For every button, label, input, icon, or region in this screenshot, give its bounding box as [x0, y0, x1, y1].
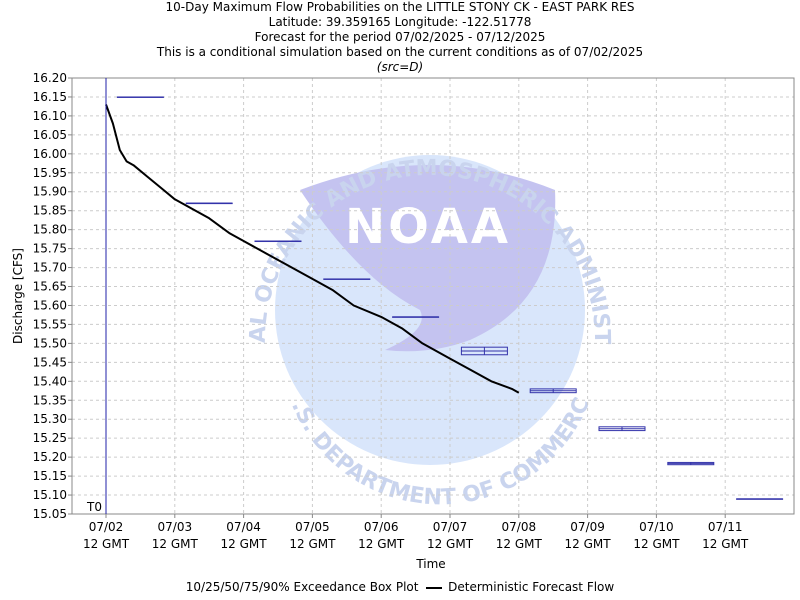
- y-tick-label: 15.55: [33, 317, 67, 331]
- legend-line-swatch: [426, 586, 443, 589]
- y-tick-label: 15.70: [33, 261, 67, 275]
- y-tick-label: 15.65: [33, 280, 67, 294]
- y-tick-label: 16.20: [33, 71, 67, 85]
- y-tick-label: 15.10: [33, 488, 67, 502]
- t0-marker: T0: [86, 78, 107, 514]
- exceedance-box: [460, 346, 508, 356]
- x-axis-title: Time: [415, 557, 445, 571]
- y-tick-label: 16.00: [33, 147, 67, 161]
- x-tick-date: 07/04: [226, 520, 261, 534]
- chart-forecast-period: Forecast for the period 07/02/2025 - 07/…: [254, 30, 546, 44]
- y-tick-label: 15.90: [33, 185, 67, 199]
- x-tick-date: 07/09: [570, 520, 605, 534]
- exceedance-box: [392, 316, 440, 318]
- y-tick-label: 15.35: [33, 393, 67, 407]
- exceedance-box: [598, 426, 646, 432]
- x-tick-time: 12 GMT: [427, 537, 474, 551]
- exceedance-box: [116, 96, 164, 98]
- x-tick-date: 07/02: [89, 520, 124, 534]
- chart-location: Latitude: 39.359165 Longitude: -122.5177…: [268, 15, 532, 29]
- x-tick-time: 12 GMT: [83, 537, 130, 551]
- exceedance-box: [736, 498, 784, 500]
- exceedance-box: [185, 202, 233, 205]
- y-axis-ticks: 15.05 15.10 15.15 15.20 15.25 15.30 15.35 15.40…: [33, 71, 67, 521]
- y-tick-label: 15.25: [33, 431, 67, 445]
- chart-legend: 10/25/50/75/90% Exceedance Box Plot Dete…: [0, 580, 800, 595]
- exceedance-boxes: [116, 96, 784, 500]
- chart-axes: [68, 77, 795, 518]
- y-tick-label: 15.95: [33, 166, 67, 180]
- exceedance-box: [667, 461, 715, 466]
- y-tick-label: 15.80: [33, 223, 67, 237]
- y-tick-label: 16.15: [33, 90, 67, 104]
- watermark-bird: [300, 165, 556, 352]
- chart-conditions-note: This is a conditional simulation based o…: [156, 45, 644, 59]
- y-tick-label: 15.60: [33, 298, 67, 312]
- y-tick-label: 15.15: [33, 469, 67, 483]
- x-tick-date: 07/06: [364, 520, 399, 534]
- x-tick-date: 07/11: [708, 520, 743, 534]
- deterministic-forecast-line: [105, 104, 520, 394]
- y-tick-label: 15.75: [33, 242, 67, 256]
- chart-title: 10-Day Maximum Flow Probabilities on the…: [165, 0, 635, 14]
- y-tick-label: 15.30: [33, 412, 67, 426]
- watermark-logo-text: NOAA: [345, 199, 511, 255]
- exceedance-box: [529, 388, 577, 394]
- y-tick-label: 15.85: [33, 204, 67, 218]
- noaa-watermark: NOAA NATIONAL OCEANIC AND ATMOSPHERIC AD…: [0, 0, 614, 511]
- t0-label: T0: [86, 500, 102, 514]
- chart-source: (src=D): [376, 60, 424, 74]
- y-tick-label: 15.45: [33, 355, 67, 369]
- x-tick-time: 12 GMT: [289, 537, 336, 551]
- y-tick-label: 15.20: [33, 450, 67, 464]
- exceedance-box: [254, 240, 302, 243]
- y-tick-label: 15.05: [33, 507, 67, 521]
- y-tick-label: 15.50: [33, 336, 67, 350]
- legend-box-plot-label: 10/25/50/75/90% Exceedance Box Plot: [185, 580, 419, 594]
- x-tick-date: 07/07: [433, 520, 468, 534]
- deterministic-series: [105, 104, 520, 394]
- x-tick-time: 12 GMT: [633, 537, 680, 551]
- x-axis-ticks: 07/02 12 GMT 07/03 12 GMT 07/04 12 GMT 07/05 12…: [83, 520, 749, 551]
- y-tick-label: 16.05: [33, 128, 67, 142]
- chart-title-block: 10-Day Maximum Flow Probabilities on the…: [0, 0, 800, 75]
- x-tick-time: 12 GMT: [565, 537, 612, 551]
- x-tick-date: 07/03: [158, 520, 193, 534]
- y-tick-label: 16.10: [33, 109, 67, 123]
- x-tick-date: 07/10: [639, 520, 674, 534]
- y-axis-title: Discharge [CFS]: [11, 248, 25, 344]
- x-tick-time: 12 GMT: [221, 537, 268, 551]
- x-tick-time: 12 GMT: [496, 537, 543, 551]
- exceedance-box: [323, 278, 371, 280]
- x-tick-time: 12 GMT: [702, 537, 749, 551]
- legend-line-label: Deterministic Forecast Flow: [448, 580, 615, 594]
- x-tick-date: 07/08: [502, 520, 537, 534]
- x-tick-time: 12 GMT: [152, 537, 199, 551]
- plot-frame: [71, 77, 795, 515]
- y-tick-label: 15.40: [33, 374, 67, 388]
- x-tick-date: 07/05: [295, 520, 330, 534]
- x-tick-time: 12 GMT: [358, 537, 405, 551]
